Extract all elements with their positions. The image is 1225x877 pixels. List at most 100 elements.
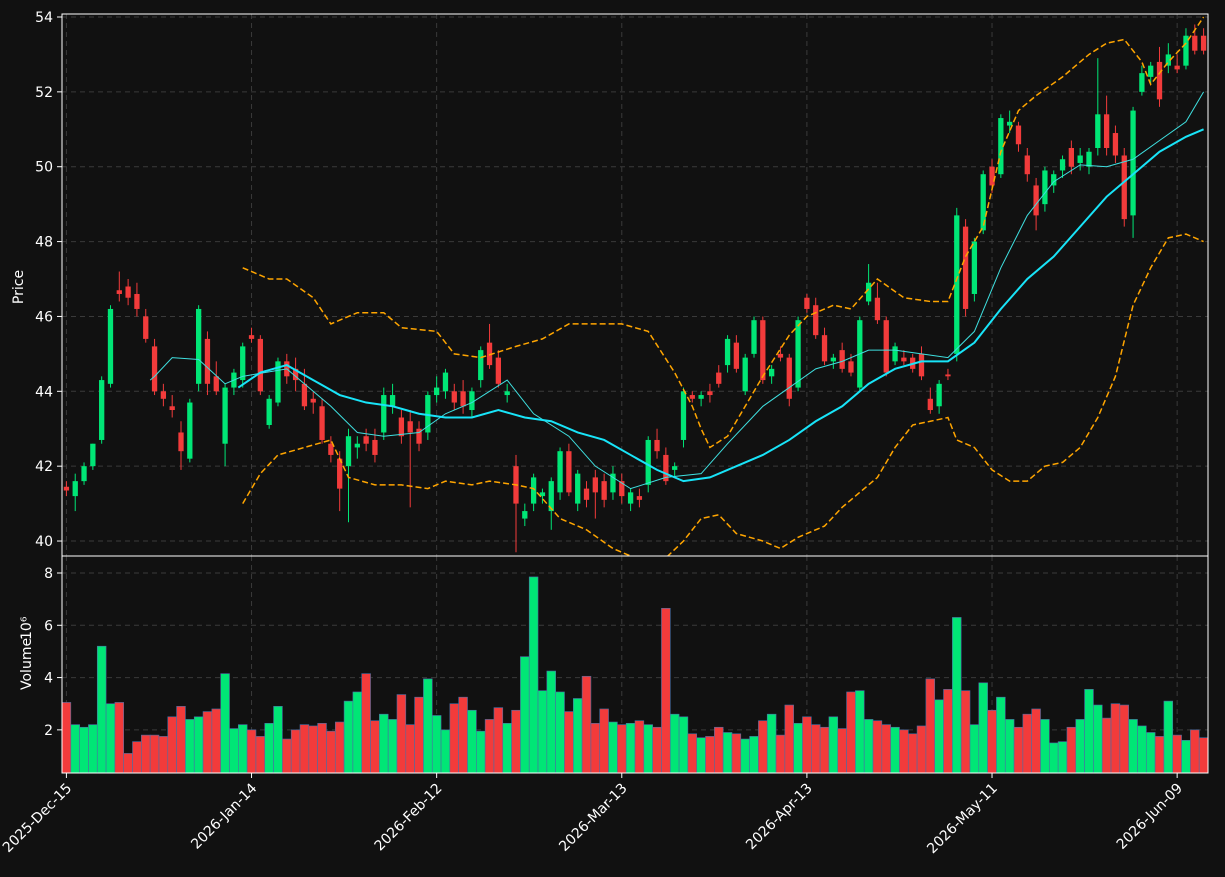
volume-bar bbox=[934, 699, 944, 773]
volume-bar bbox=[405, 724, 415, 773]
candle-body bbox=[116, 290, 122, 294]
volume-bar bbox=[379, 713, 389, 773]
volume-bar bbox=[79, 726, 89, 773]
volume-bar bbox=[105, 703, 116, 773]
bollinger-band bbox=[242, 16, 1205, 449]
volume-bar bbox=[255, 736, 266, 773]
volume-bar bbox=[846, 691, 856, 773]
y2-tick-label: 8 bbox=[44, 566, 53, 582]
volume-bar bbox=[819, 726, 830, 773]
candle-body bbox=[425, 395, 431, 433]
volume-bar bbox=[334, 721, 345, 773]
volume-frame bbox=[61, 555, 1209, 774]
candle-body bbox=[90, 443, 96, 467]
candle-body bbox=[1024, 155, 1030, 175]
volume-bar bbox=[299, 724, 310, 773]
volume-bar bbox=[476, 730, 486, 773]
volume-bar bbox=[969, 724, 980, 773]
volume-bar bbox=[229, 728, 239, 773]
candle-body bbox=[619, 481, 625, 497]
candle-body bbox=[1068, 148, 1075, 167]
candle-body bbox=[257, 338, 263, 392]
y-tick-label: 50 bbox=[35, 160, 53, 176]
candle-body bbox=[1007, 121, 1013, 126]
candle-body bbox=[222, 387, 228, 444]
candle-body bbox=[768, 368, 775, 377]
bollinger-band bbox=[242, 233, 1204, 556]
candle-body bbox=[1139, 73, 1145, 92]
candle-body bbox=[795, 320, 801, 388]
candle-body bbox=[883, 320, 889, 373]
volume-bar bbox=[749, 736, 759, 773]
volume-bar bbox=[1013, 726, 1024, 773]
volume-bar bbox=[1128, 719, 1138, 773]
candle-body bbox=[601, 481, 607, 500]
volume-bar bbox=[449, 703, 459, 773]
volume-bar bbox=[1031, 708, 1041, 773]
candle-body bbox=[363, 436, 369, 444]
volume-bar bbox=[1137, 725, 1147, 773]
candle-body bbox=[1174, 65, 1180, 70]
candle-body bbox=[945, 374, 951, 377]
volume-bar bbox=[1057, 741, 1068, 773]
y2-tick-label: 6 bbox=[44, 618, 53, 634]
volume-bar bbox=[766, 713, 777, 773]
candle-body bbox=[1103, 114, 1110, 149]
volume-bar bbox=[1145, 732, 1156, 773]
volume-bar bbox=[1119, 704, 1129, 773]
volume-bar bbox=[1075, 719, 1085, 773]
volume-bar bbox=[890, 726, 900, 773]
candle-body bbox=[337, 458, 343, 489]
volume-bar bbox=[458, 696, 468, 773]
candle-body bbox=[134, 293, 140, 309]
volume-bar bbox=[88, 724, 98, 773]
volume-bar bbox=[370, 720, 380, 773]
candle-body bbox=[486, 342, 493, 366]
candle-body bbox=[1156, 61, 1163, 100]
volume-bar bbox=[740, 738, 750, 773]
candle-body bbox=[557, 451, 563, 493]
volume-bar bbox=[132, 741, 142, 773]
volume-bar bbox=[537, 690, 548, 773]
volume-bar bbox=[634, 720, 645, 773]
candle-body bbox=[381, 395, 387, 433]
volume-bar bbox=[775, 734, 786, 773]
candle-body bbox=[416, 428, 422, 444]
volume-bar bbox=[1040, 719, 1050, 773]
volume-bar bbox=[290, 729, 301, 773]
volume-bar bbox=[907, 733, 918, 773]
candle-body bbox=[389, 395, 396, 407]
candle-body bbox=[592, 477, 598, 493]
candle-body bbox=[125, 286, 131, 298]
volume-bar bbox=[546, 670, 556, 773]
candle-body bbox=[627, 492, 634, 504]
volume-bar bbox=[414, 696, 424, 773]
volume-bar bbox=[802, 716, 812, 773]
y-tick-label: 54 bbox=[35, 10, 53, 26]
candle-body bbox=[989, 166, 995, 186]
candle-body bbox=[451, 391, 457, 403]
candle-body bbox=[442, 372, 449, 392]
candle-body bbox=[672, 466, 678, 470]
candle-body bbox=[636, 496, 643, 500]
volume-bar bbox=[696, 737, 706, 773]
candle-body bbox=[680, 391, 687, 440]
candle-body bbox=[698, 395, 704, 399]
volume-bar bbox=[431, 715, 442, 773]
volume-bar bbox=[617, 724, 627, 773]
volume-bar bbox=[1022, 713, 1032, 773]
volume-bar bbox=[652, 726, 662, 773]
volume-bar bbox=[564, 711, 574, 773]
candle-body bbox=[1077, 155, 1083, 163]
candle-body bbox=[81, 466, 87, 482]
volume-bar bbox=[528, 576, 539, 773]
volume-bar bbox=[493, 707, 504, 773]
volume-bar bbox=[669, 713, 680, 773]
candle-body bbox=[266, 398, 272, 425]
candle-body bbox=[1200, 35, 1207, 51]
candle-body bbox=[539, 492, 546, 497]
y2-axis-label: Volume bbox=[19, 638, 35, 690]
volume-bar bbox=[978, 682, 988, 773]
y-tick-label: 44 bbox=[35, 384, 53, 400]
